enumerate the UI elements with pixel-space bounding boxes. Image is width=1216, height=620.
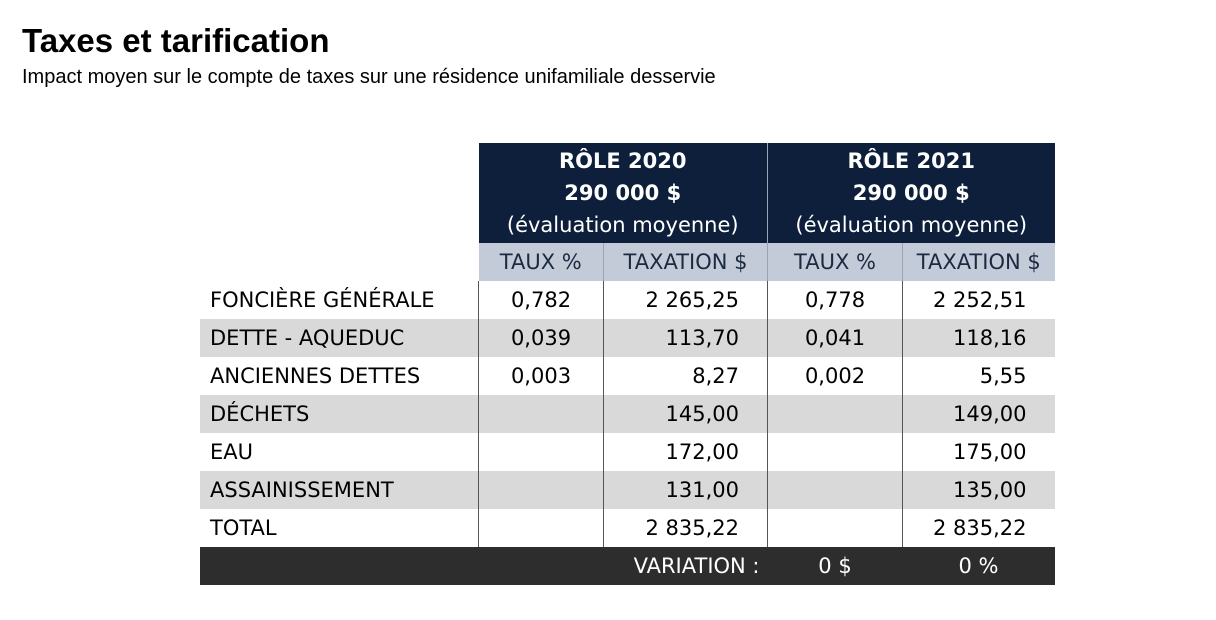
rate-2021	[768, 395, 903, 433]
role-2021-amount: 290 000 $	[768, 177, 1055, 209]
row-label: DETTE - AQUEDUC	[200, 319, 479, 357]
page-subtitle: Impact moyen sur le compte de taxes sur …	[22, 66, 716, 89]
tax-2021: 2 835,22	[903, 509, 1055, 547]
rate-2020: 0,039	[479, 319, 604, 357]
rate-2020	[479, 471, 604, 509]
row-label: ANCIENNES DETTES	[200, 357, 479, 395]
variation-percent: 0 %	[903, 547, 1055, 585]
rate-2021: 0,778	[768, 281, 903, 319]
table-row: FONCIÈRE GÉNÉRALE 0,782 2 265,25 0,778 2…	[200, 281, 1055, 319]
total-row: TOTAL 2 835,22 2 835,22	[200, 509, 1055, 547]
tax-2021: 175,00	[903, 433, 1055, 471]
role-header-row: RÔLE 2020 290 000 $ (évaluation moyenne)…	[200, 143, 1055, 243]
rate-2020-header: TAUX %	[479, 243, 604, 281]
rate-2021	[768, 509, 903, 547]
role-2021-title: RÔLE 2021	[768, 145, 1055, 177]
tax-2020: 2 835,22	[604, 509, 768, 547]
rate-2020: 0,782	[479, 281, 604, 319]
rate-2020	[479, 509, 604, 547]
rate-2020	[479, 433, 604, 471]
rate-2021: 0,041	[768, 319, 903, 357]
row-label: EAU	[200, 433, 479, 471]
variation-amount: 0 $	[768, 547, 903, 585]
rate-2021: 0,002	[768, 357, 903, 395]
column-header-row: TAUX % TAXATION $ TAUX % TAXATION $	[200, 243, 1055, 281]
role-2021-header: RÔLE 2021 290 000 $ (évaluation moyenne)	[768, 143, 1055, 243]
tax-2020-header: TAXATION $	[604, 243, 768, 281]
tax-2020: 145,00	[604, 395, 768, 433]
role-2021-note: (évaluation moyenne)	[768, 209, 1055, 241]
tax-2021: 2 252,51	[903, 281, 1055, 319]
tax-2020: 8,27	[604, 357, 768, 395]
table-row: ASSAINISSEMENT 131,00 135,00	[200, 471, 1055, 509]
tax-2021-header: TAXATION $	[903, 243, 1055, 281]
rate-2021	[768, 471, 903, 509]
row-label: ASSAINISSEMENT	[200, 471, 479, 509]
tax-2021: 149,00	[903, 395, 1055, 433]
tax-2020: 113,70	[604, 319, 768, 357]
tax-2020: 131,00	[604, 471, 768, 509]
tax-2020: 2 265,25	[604, 281, 768, 319]
role-2020-title: RÔLE 2020	[479, 145, 768, 177]
rate-2020	[479, 395, 604, 433]
tax-2021: 135,00	[903, 471, 1055, 509]
rate-2021-header: TAUX %	[768, 243, 903, 281]
table-row: DÉCHETS 145,00 149,00	[200, 395, 1055, 433]
page-title: Taxes et tarification	[22, 22, 330, 60]
variation-row: VARIATION : 0 $ 0 %	[200, 547, 1055, 585]
tax-2021: 5,55	[903, 357, 1055, 395]
role-2020-amount: 290 000 $	[479, 177, 768, 209]
rate-2020: 0,003	[479, 357, 604, 395]
rate-2021	[768, 433, 903, 471]
row-label: FONCIÈRE GÉNÉRALE	[200, 281, 479, 319]
tax-table: RÔLE 2020 290 000 $ (évaluation moyenne)…	[200, 143, 1055, 585]
tax-2020: 172,00	[604, 433, 768, 471]
role-2020-note: (évaluation moyenne)	[479, 209, 768, 241]
variation-label: VARIATION :	[200, 547, 768, 585]
row-label: DÉCHETS	[200, 395, 479, 433]
row-label: TOTAL	[200, 509, 479, 547]
table-row: EAU 172,00 175,00	[200, 433, 1055, 471]
table-row: ANCIENNES DETTES 0,003 8,27 0,002 5,55	[200, 357, 1055, 395]
table-row: DETTE - AQUEDUC 0,039 113,70 0,041 118,1…	[200, 319, 1055, 357]
tax-2021: 118,16	[903, 319, 1055, 357]
role-2020-header: RÔLE 2020 290 000 $ (évaluation moyenne)	[479, 143, 768, 243]
